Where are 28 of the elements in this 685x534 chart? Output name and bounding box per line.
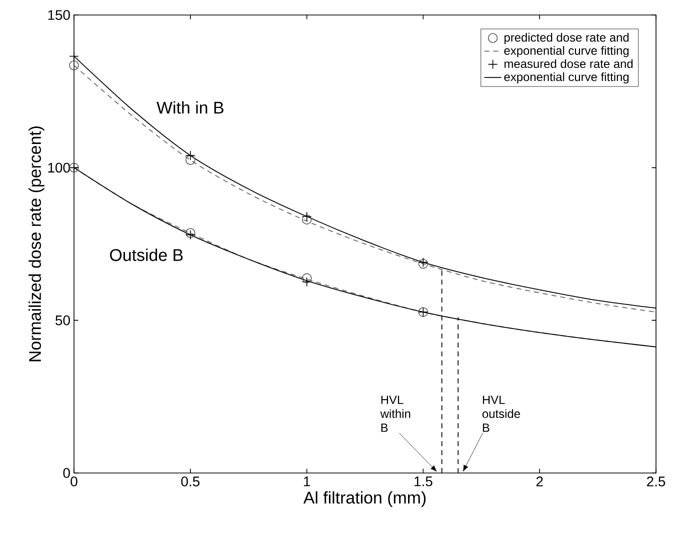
point <box>302 212 312 222</box>
point <box>69 51 79 62</box>
legend-label: exponential curve fitting <box>504 46 629 58</box>
legend-label: exponential curve fitting <box>504 72 629 84</box>
point <box>302 214 312 224</box>
point <box>302 276 312 287</box>
annotation: Outside B <box>110 248 183 262</box>
annotation: With in B <box>156 101 224 114</box>
y-tick-label: 150 <box>48 10 70 20</box>
y-tick-label: 0 <box>63 468 70 478</box>
y-axis-title: Normailized dose rate (percent) <box>28 126 44 362</box>
point <box>186 155 196 165</box>
x-tick-label: 0 <box>70 476 78 486</box>
x-tick-label: 2 <box>536 476 543 486</box>
legend-label: measured dose rate and <box>504 59 633 68</box>
x-axis-title: Al filtration (mm) <box>303 491 426 508</box>
y-tick-label: 50 <box>56 315 70 326</box>
y-tick-label: 100 <box>48 162 70 173</box>
x-tick-label: 1 <box>304 476 310 486</box>
annotation: HVL within B <box>380 396 410 432</box>
point <box>302 273 312 284</box>
point <box>186 150 196 160</box>
x-tick-label: 2.5 <box>647 476 666 486</box>
x-tick-label: 0.5 <box>181 476 200 486</box>
annotation: HVL outside B <box>482 396 520 432</box>
legend-label: predicted dose rate and <box>504 32 629 44</box>
point <box>69 60 79 70</box>
x-tick-label: 1.5 <box>414 476 432 486</box>
